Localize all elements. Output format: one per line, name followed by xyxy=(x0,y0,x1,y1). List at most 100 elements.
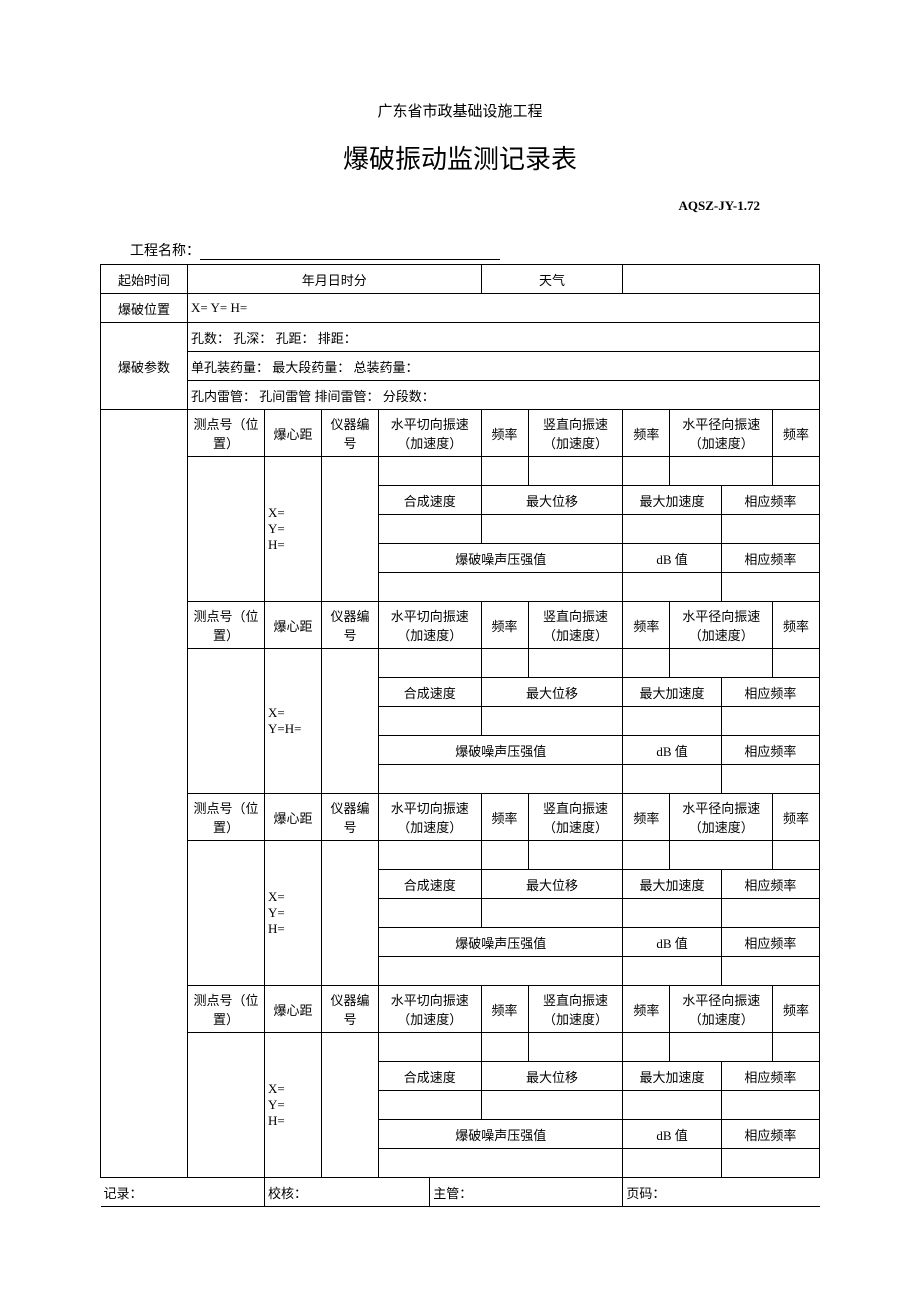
inst-no-label: 仪器编号 xyxy=(322,602,379,649)
noise-p-label: 爆破噪声压强值 xyxy=(379,736,623,765)
freq-value-2 xyxy=(623,841,670,870)
h-tan-label: 水平切向振速（加速度） xyxy=(379,794,482,841)
h-rad-value xyxy=(670,841,773,870)
freq-value-1 xyxy=(481,1033,528,1062)
point-no-label: 测点号（位置） xyxy=(188,410,265,457)
point-no-value xyxy=(188,841,265,986)
noise-p-label: 爆破噪声压强值 xyxy=(379,1120,623,1149)
noise-p-value xyxy=(379,573,623,602)
project-name-label: 工程名称： xyxy=(130,244,200,259)
params-row-1: 孔数： 孔深： 孔距： 排距： xyxy=(188,323,820,352)
corr-freq-value xyxy=(721,707,819,736)
h-rad-value xyxy=(670,649,773,678)
freq-value-1 xyxy=(481,841,528,870)
freq-label-3: 频率 xyxy=(773,794,820,841)
inst-no-value xyxy=(322,1033,379,1178)
form-code: AQSZ-JY-1.72 xyxy=(100,198,760,214)
corr-freq-value-2 xyxy=(721,1149,819,1178)
blast-pos-label: 爆破位置 xyxy=(101,294,188,323)
point-no-value xyxy=(188,1033,265,1178)
freq-value-3 xyxy=(773,1033,820,1062)
main-table: 起始时间 年月日时分 天气 爆破位置 X= Y= H= 爆破参数 孔数： 孔深：… xyxy=(100,264,820,1207)
noise-p-label: 爆破噪声压强值 xyxy=(379,928,623,957)
db-val-value xyxy=(623,765,721,794)
max-acc-label: 最大加速度 xyxy=(623,486,721,515)
max-acc-value xyxy=(623,899,721,928)
max-disp-label: 最大位移 xyxy=(481,1062,623,1091)
h-tan-value xyxy=(379,649,482,678)
corr-freq-value-2 xyxy=(721,573,819,602)
inst-no-label: 仪器编号 xyxy=(322,410,379,457)
db-val-value xyxy=(623,1149,721,1178)
db-val-label: dB 值 xyxy=(623,736,721,765)
params-row-2: 单孔装药量： 最大段药量： 总装药量： xyxy=(188,352,820,381)
inst-no-value xyxy=(322,457,379,602)
footer-record: 记录： xyxy=(101,1178,265,1207)
dist-label: 爆心距 xyxy=(265,410,322,457)
weather-label: 天气 xyxy=(481,265,623,294)
corr-freq-value-2 xyxy=(721,765,819,794)
footer-check: 校核： xyxy=(265,1178,430,1207)
dist-label: 爆心距 xyxy=(265,602,322,649)
pretitle: 广东省市政基础设施工程 xyxy=(100,100,820,121)
comp-vel-value xyxy=(379,515,482,544)
corr-freq-value xyxy=(721,899,819,928)
max-disp-label: 最大位移 xyxy=(481,870,623,899)
freq-value-2 xyxy=(623,649,670,678)
v-vel-value xyxy=(528,841,623,870)
h-rad-label: 水平径向振速（加速度） xyxy=(670,410,773,457)
footer-page: 页码： xyxy=(623,1178,820,1207)
freq-label-1: 频率 xyxy=(481,794,528,841)
h-rad-label: 水平径向振速（加速度） xyxy=(670,794,773,841)
max-acc-label: 最大加速度 xyxy=(623,870,721,899)
max-acc-value xyxy=(623,1091,721,1120)
max-acc-label: 最大加速度 xyxy=(623,678,721,707)
h-tan-value xyxy=(379,1033,482,1062)
db-val-label: dB 值 xyxy=(623,928,721,957)
point-no-label: 测点号（位置） xyxy=(188,986,265,1033)
freq-label-3: 频率 xyxy=(773,410,820,457)
coords-value: X= Y= H= xyxy=(265,841,322,986)
max-acc-value xyxy=(623,707,721,736)
max-acc-value xyxy=(623,515,721,544)
dist-label: 爆心距 xyxy=(265,794,322,841)
blast-params-label: 爆破参数 xyxy=(101,323,188,410)
point-no-label: 测点号（位置） xyxy=(188,794,265,841)
v-vel-label: 竖直向振速（加速度） xyxy=(528,602,623,649)
v-vel-value xyxy=(528,649,623,678)
params-row-3: 孔内雷管： 孔间雷管 排间雷管： 分段数： xyxy=(188,381,820,410)
corr-freq-label: 相应频率 xyxy=(721,678,819,707)
freq-label-3: 频率 xyxy=(773,602,820,649)
inst-no-label: 仪器编号 xyxy=(322,794,379,841)
h-tan-label: 水平切向振速（加速度） xyxy=(379,602,482,649)
h-rad-label: 水平径向振速（加速度） xyxy=(670,986,773,1033)
v-vel-label: 竖直向振速（加速度） xyxy=(528,986,623,1033)
max-disp-label: 最大位移 xyxy=(481,486,623,515)
h-tan-label: 水平切向振速（加速度） xyxy=(379,410,482,457)
corr-freq-label: 相应频率 xyxy=(721,486,819,515)
page-title: 爆破振动监测记录表 xyxy=(100,139,820,176)
max-acc-label: 最大加速度 xyxy=(623,1062,721,1091)
db-val-value xyxy=(623,957,721,986)
h-tan-value xyxy=(379,457,482,486)
corr-freq-label-2: 相应频率 xyxy=(721,736,819,765)
freq-value-1 xyxy=(481,649,528,678)
point-no-value xyxy=(188,457,265,602)
inst-no-label: 仪器编号 xyxy=(322,986,379,1033)
freq-value-2 xyxy=(623,1033,670,1062)
project-name-value xyxy=(200,245,500,260)
comp-vel-label: 合成速度 xyxy=(379,1062,482,1091)
blast-pos-value: X= Y= H= xyxy=(188,294,820,323)
freq-value-3 xyxy=(773,841,820,870)
corr-freq-label: 相应频率 xyxy=(721,1062,819,1091)
max-disp-value xyxy=(481,1091,623,1120)
freq-label-2: 频率 xyxy=(623,794,670,841)
coords-value: X= Y=H= xyxy=(265,649,322,794)
corr-freq-label-2: 相应频率 xyxy=(721,928,819,957)
h-tan-label: 水平切向振速（加速度） xyxy=(379,986,482,1033)
db-val-value xyxy=(623,573,721,602)
db-val-label: dB 值 xyxy=(623,544,721,573)
noise-p-value xyxy=(379,1149,623,1178)
freq-value-3 xyxy=(773,457,820,486)
freq-label-1: 频率 xyxy=(481,410,528,457)
